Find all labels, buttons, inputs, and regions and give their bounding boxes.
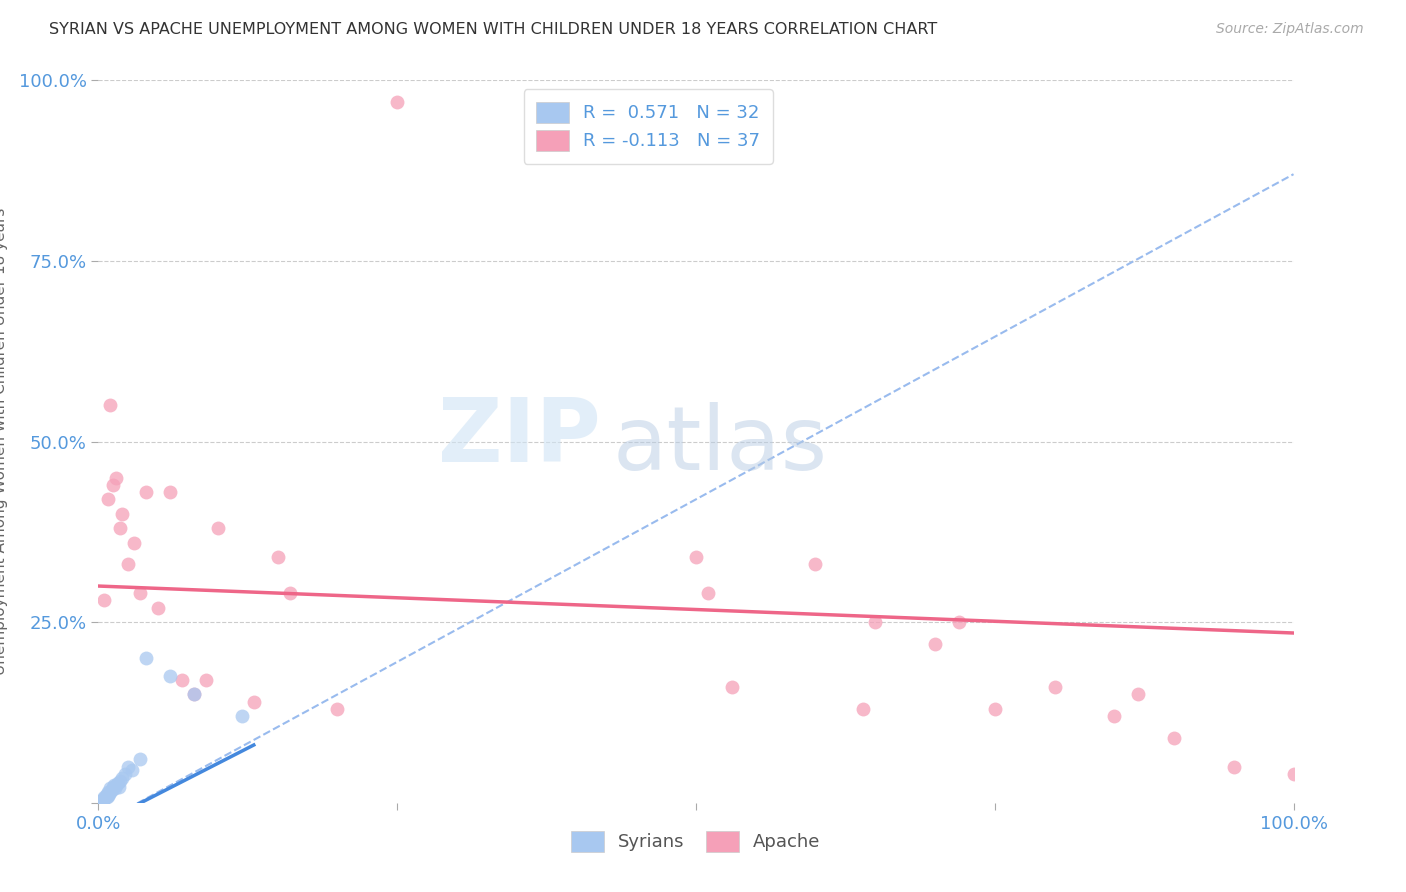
Point — [96, 787, 118, 801]
Point — [101, 478, 124, 492]
Point — [97, 492, 120, 507]
Legend: Syrians, Apache: Syrians, Apache — [564, 823, 828, 859]
Text: Source: ZipAtlas.com: Source: ZipAtlas.com — [1216, 22, 1364, 37]
Point — [98, 398, 122, 412]
Point — [385, 95, 409, 109]
Point — [207, 521, 229, 535]
Point — [924, 637, 946, 651]
Point — [984, 702, 1007, 716]
Point — [93, 593, 115, 607]
Point — [1043, 680, 1066, 694]
Point — [105, 470, 128, 484]
Point — [89, 795, 111, 809]
Point — [1163, 731, 1185, 745]
Point — [98, 787, 121, 801]
Point — [97, 789, 120, 803]
Point — [1223, 760, 1246, 774]
Point — [117, 760, 139, 774]
Point — [135, 651, 157, 665]
Point — [108, 774, 131, 789]
Point — [104, 781, 127, 796]
Point — [278, 586, 301, 600]
Point — [114, 767, 136, 781]
Point — [804, 558, 827, 572]
Point — [103, 778, 125, 792]
Point — [105, 778, 128, 792]
Point — [93, 792, 115, 806]
Point — [124, 535, 146, 549]
Point — [172, 673, 194, 687]
Point — [97, 785, 120, 799]
Point — [93, 790, 115, 805]
Point — [129, 586, 152, 600]
Point — [1104, 709, 1126, 723]
Point — [243, 695, 266, 709]
Text: atlas: atlas — [613, 401, 828, 489]
Point — [101, 780, 124, 794]
Point — [111, 771, 134, 785]
Point — [94, 789, 117, 803]
Point — [98, 785, 122, 799]
Text: ZIP: ZIP — [437, 394, 600, 482]
Point — [865, 615, 887, 630]
Point — [121, 764, 143, 778]
Point — [159, 669, 181, 683]
Point — [852, 702, 875, 716]
Point — [108, 521, 131, 535]
Point — [135, 485, 157, 500]
Point — [107, 780, 129, 794]
Point — [267, 550, 290, 565]
Point — [100, 782, 122, 797]
Point — [721, 680, 744, 694]
Point — [90, 794, 112, 808]
Point — [159, 485, 181, 500]
Text: SYRIAN VS APACHE UNEMPLOYMENT AMONG WOMEN WITH CHILDREN UNDER 18 YEARS CORRELATI: SYRIAN VS APACHE UNEMPLOYMENT AMONG WOME… — [49, 22, 938, 37]
Point — [148, 600, 170, 615]
Point — [1128, 687, 1150, 701]
Point — [697, 586, 720, 600]
Point — [183, 687, 205, 701]
Point — [231, 709, 253, 723]
Point — [685, 550, 707, 565]
Point — [326, 702, 349, 716]
Point — [195, 673, 218, 687]
Point — [98, 781, 122, 796]
Point — [96, 790, 118, 805]
Point — [111, 507, 134, 521]
Y-axis label: Unemployment Among Women with Children Under 18 years: Unemployment Among Women with Children U… — [0, 208, 7, 675]
Point — [129, 752, 152, 766]
Point — [948, 615, 970, 630]
Point — [1282, 767, 1305, 781]
Point — [91, 794, 114, 808]
Point — [117, 558, 139, 572]
Point — [91, 792, 114, 806]
Point — [183, 687, 205, 701]
Point — [91, 793, 114, 807]
Point — [107, 775, 129, 789]
